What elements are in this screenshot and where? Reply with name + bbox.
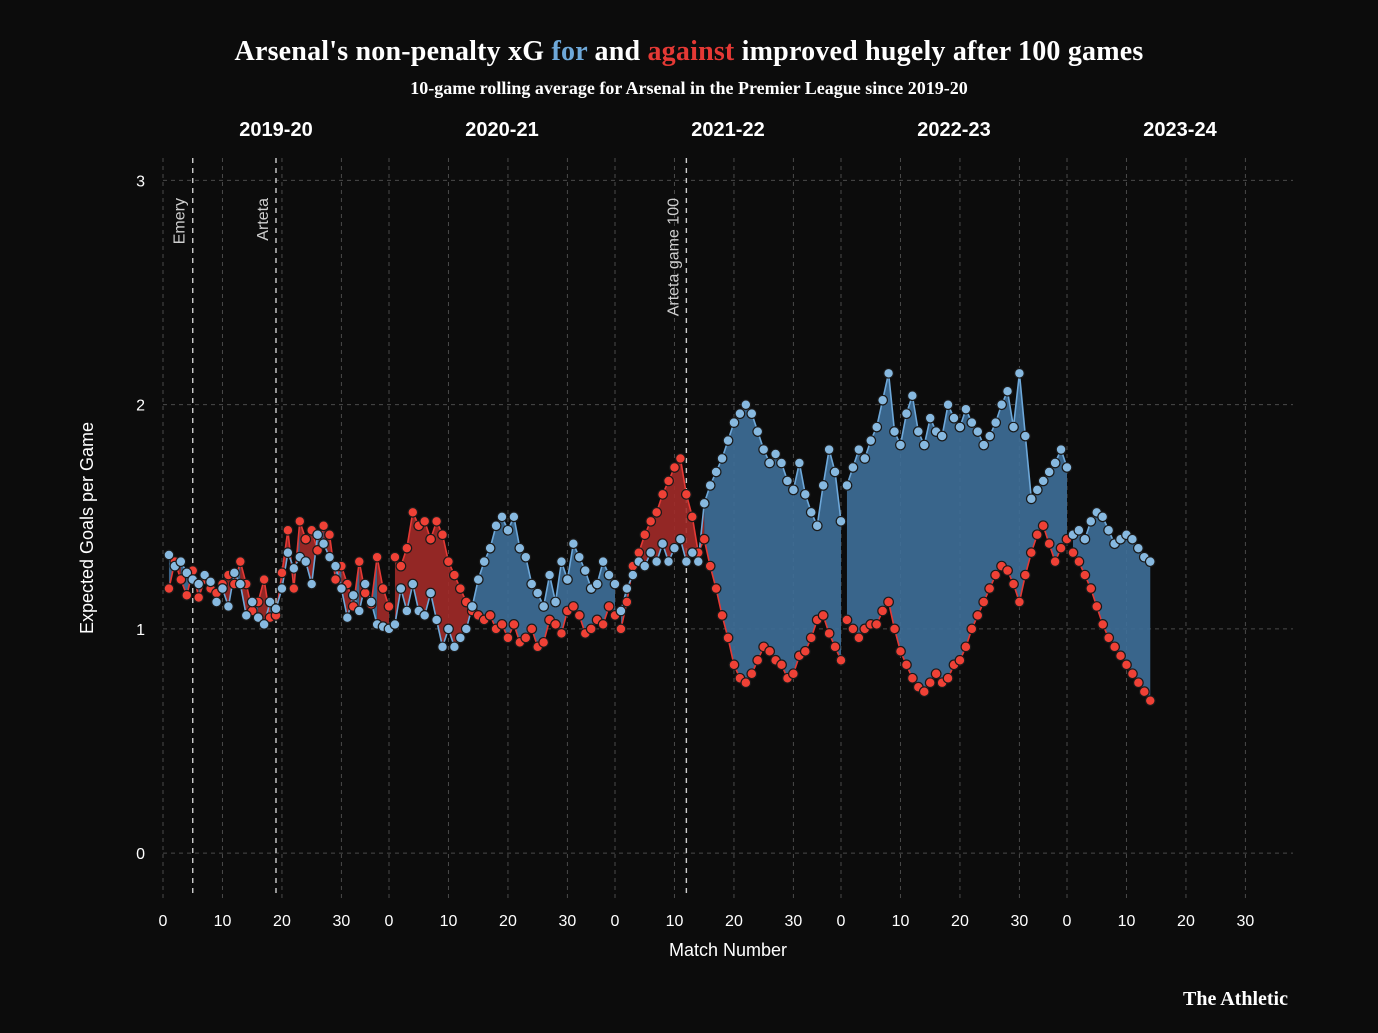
svg-text:30: 30 <box>1011 913 1029 930</box>
svg-text:0: 0 <box>611 913 620 930</box>
svg-text:20: 20 <box>1177 913 1195 930</box>
svg-text:0: 0 <box>837 913 846 930</box>
svg-text:30: 30 <box>785 913 803 930</box>
svg-text:30: 30 <box>333 913 351 930</box>
svg-text:0: 0 <box>159 913 168 930</box>
svg-text:30: 30 <box>559 913 577 930</box>
svg-text:Arteta: Arteta <box>255 198 272 241</box>
svg-text:3: 3 <box>136 173 145 190</box>
chart-svg: 012301020302019-2001020302020-2101020302… <box>0 0 1378 1033</box>
chart-container: Arsenal's non-penalty xG for and against… <box>0 0 1378 1033</box>
svg-text:Emery: Emery <box>172 198 189 244</box>
svg-text:Arteta game 100: Arteta game 100 <box>665 198 682 316</box>
svg-text:2020-21: 2020-21 <box>465 119 538 141</box>
svg-text:20: 20 <box>273 913 291 930</box>
svg-text:Match Number: Match Number <box>669 940 787 960</box>
svg-text:20: 20 <box>951 913 969 930</box>
svg-text:2019-20: 2019-20 <box>239 119 312 141</box>
svg-text:2021-22: 2021-22 <box>691 119 764 141</box>
svg-text:0: 0 <box>136 846 145 863</box>
svg-text:10: 10 <box>666 913 684 930</box>
svg-text:0: 0 <box>1063 913 1072 930</box>
svg-text:2: 2 <box>136 398 145 415</box>
attribution: The Athletic <box>1183 988 1288 1011</box>
svg-text:10: 10 <box>440 913 458 930</box>
svg-text:30: 30 <box>1237 913 1255 930</box>
svg-text:20: 20 <box>725 913 743 930</box>
svg-text:10: 10 <box>214 913 232 930</box>
svg-text:10: 10 <box>1118 913 1136 930</box>
svg-text:20: 20 <box>499 913 517 930</box>
svg-text:0: 0 <box>385 913 394 930</box>
svg-text:1: 1 <box>136 622 145 639</box>
svg-text:2023-24: 2023-24 <box>1143 119 1217 141</box>
svg-text:10: 10 <box>892 913 910 930</box>
svg-text:Expected Goals per Game: Expected Goals per Game <box>77 422 97 634</box>
svg-text:2022-23: 2022-23 <box>917 119 990 141</box>
